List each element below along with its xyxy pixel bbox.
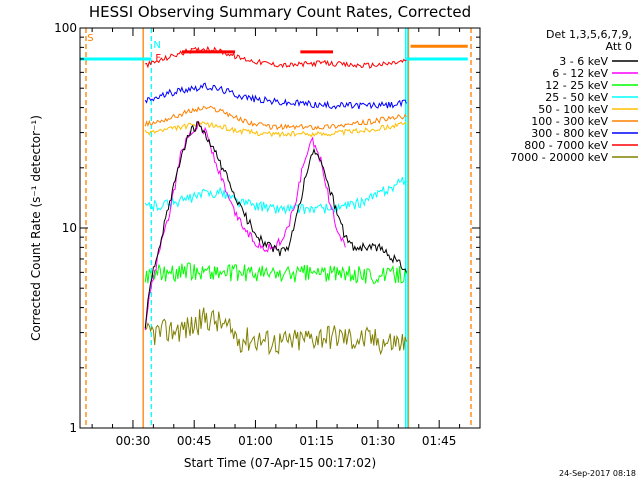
legend-header-line: Att 0 — [606, 40, 632, 53]
series-line-5 — [144, 105, 407, 131]
series-line-8 — [145, 307, 407, 356]
series-line-1 — [144, 120, 346, 331]
legend-header-line: Det 1,3,5,6,7,9, — [546, 28, 632, 41]
legend-entry-label: 50 - 100 keV — [538, 103, 608, 116]
x-tick-label: 01:30 — [361, 434, 396, 448]
series-line-2 — [144, 262, 407, 285]
x-tick-label: 01:15 — [299, 434, 334, 448]
y-tick-label: 100 — [54, 21, 77, 35]
series-line-7 — [145, 45, 407, 69]
axes: 00:30 00:45 01:00 01:15 01:30 01:45 1 10 100 — [54, 21, 480, 448]
flag-label-f: F — [155, 53, 161, 64]
legend-entry-label: 800 - 7000 keV — [524, 139, 608, 152]
legend-entry-label: 25 - 50 keV — [545, 91, 608, 104]
flag-label-s: S — [87, 33, 93, 44]
legend-entry-label: 100 - 300 keV — [531, 115, 608, 128]
series-line-0 — [144, 121, 407, 329]
legend-entry-label: 7000 - 20000 keV — [510, 151, 608, 164]
legend-entry-label: 3 - 6 keV — [559, 55, 608, 68]
plot-area: S NF — [80, 28, 472, 428]
footer-timestamp: 24-Sep-2017 08:18 — [559, 469, 636, 478]
chart-title: HESSI Observing Summary Count Rates, Cor… — [89, 3, 471, 21]
y-tick-label: 10 — [62, 221, 77, 235]
legend-entry-label: 12 - 25 keV — [545, 79, 608, 92]
x-tick-label: 01:00 — [238, 434, 273, 448]
series-line-4 — [144, 121, 407, 138]
y-axis-label: Corrected Count Rate (s⁻¹ detector⁻¹) — [29, 115, 43, 341]
x-tick-label: 01:45 — [422, 434, 457, 448]
series-line-3 — [144, 177, 407, 215]
x-tick-label: 00:45 — [177, 434, 212, 448]
flag-label-n: N — [153, 40, 160, 51]
x-tick-label: 00:30 — [116, 434, 151, 448]
x-axis-label: Start Time (07-Apr-15 00:17:02) — [184, 456, 376, 470]
legend-entry-label: 300 - 800 keV — [531, 127, 608, 140]
y-tick-label: 1 — [69, 421, 77, 435]
series-line-6 — [144, 82, 407, 110]
legend-entry-label: 6 - 12 keV — [552, 67, 608, 80]
